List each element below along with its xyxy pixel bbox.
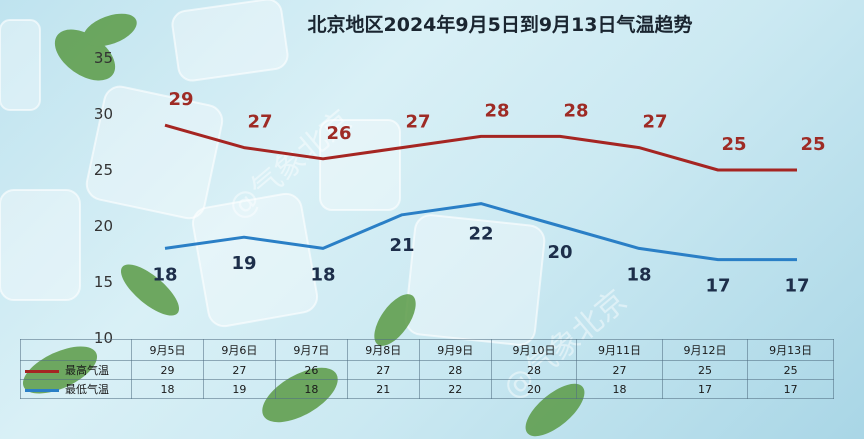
table-cell: 25 [661, 360, 749, 380]
table-cell: 18 [576, 379, 663, 399]
legend-swatch [25, 369, 59, 373]
table-header-date: 9月12日 [661, 339, 749, 361]
table-header-date: 9月10日 [490, 339, 578, 361]
max-temp-data-label: 25 [800, 134, 825, 155]
data-labels: 29 27 26 27 28 28 27 25 25 18 19 18 21 22 20 18 17 17 [152, 89, 825, 296]
table-cell: 22 [418, 379, 492, 399]
chart-title: 北京地区2024年9月5日到9月13日气温趋势 [308, 13, 693, 36]
table-cell: 17 [747, 379, 834, 399]
table-cell: 27 [576, 360, 663, 380]
table-cell: 27 [346, 360, 420, 380]
table-row: 最低气温 18 19 18 21 22 20 18 17 17 [20, 379, 834, 399]
legend-entry: 最低气温 [20, 379, 132, 399]
table-header-date: 9月11日 [576, 339, 663, 361]
data-table: 9月5日 9月6日 9月7日 9月8日 9月9日 9月10日 9月11日 9月12日 9月13日… [20, 339, 834, 399]
legend-entry: 最高气温 [20, 360, 132, 380]
table-header-date: 9月8日 [346, 339, 420, 361]
y-tick-label: 25 [94, 161, 113, 179]
series-line-max-temp [164, 123, 797, 172]
legend-swatch [25, 388, 59, 392]
max-temp-data-label: 27 [405, 112, 430, 133]
table-cell: 19 [202, 379, 276, 399]
table-cell: 27 [202, 360, 276, 380]
table-body: 最高气温 29 27 26 27 28 28 27 25 25 最低气温 18 19 18 21 22 20 18… [20, 360, 834, 399]
max-temp-data-label: 26 [326, 123, 351, 144]
table-cell: 28 [490, 360, 578, 380]
min-temp-data-label: 17 [705, 276, 730, 297]
max-temp-data-label: 25 [721, 134, 746, 155]
table-cell: 21 [346, 379, 420, 399]
min-temp-data-label: 17 [784, 276, 809, 297]
min-temp-data-label: 22 [468, 224, 493, 245]
y-tick-label: 15 [94, 273, 113, 291]
series-lines [164, 123, 797, 262]
table-header-row: 9月5日 9月6日 9月7日 9月8日 9月9日 9月10日 9月11日 9月12日 9月13日 [20, 339, 834, 361]
table-corner-cell [20, 339, 132, 361]
table-header-date: 9月9日 [418, 339, 492, 361]
y-tick-label: 20 [94, 217, 113, 235]
table-cell: 25 [747, 360, 834, 380]
min-temp-data-label: 20 [547, 242, 572, 263]
table-header-date: 9月6日 [202, 339, 276, 361]
series-line-min-temp [164, 202, 797, 262]
table-header-date: 9月13日 [747, 339, 834, 361]
max-temp-data-label: 28 [563, 100, 588, 121]
table-cell: 20 [490, 379, 578, 399]
max-temp-data-label: 28 [484, 100, 509, 121]
legend-series-name: 最低气温 [65, 383, 109, 396]
table-cell: 18 [274, 379, 348, 399]
table-cell: 28 [418, 360, 492, 380]
min-temp-data-label: 18 [310, 264, 335, 285]
y-tick-label: 30 [94, 105, 113, 123]
min-temp-data-label: 21 [389, 235, 414, 256]
max-temp-data-label: 29 [168, 89, 193, 110]
max-temp-data-label: 27 [642, 112, 667, 133]
min-temp-data-label: 18 [152, 264, 177, 285]
table-cell: 18 [131, 379, 204, 399]
min-temp-data-label: 18 [626, 264, 651, 285]
max-temp-data-label: 27 [247, 112, 272, 133]
y-tick-label: 35 [94, 49, 113, 67]
table-cell: 17 [661, 379, 749, 399]
table-header-date: 9月7日 [274, 339, 348, 361]
min-temp-data-label: 19 [231, 253, 256, 274]
table-cell: 26 [274, 360, 348, 380]
table-header-date: 9月5日 [131, 339, 204, 361]
table-cell: 29 [131, 360, 204, 380]
legend-series-name: 最高气温 [65, 364, 109, 377]
table-row: 最高气温 29 27 26 27 28 28 27 25 25 [20, 360, 834, 380]
